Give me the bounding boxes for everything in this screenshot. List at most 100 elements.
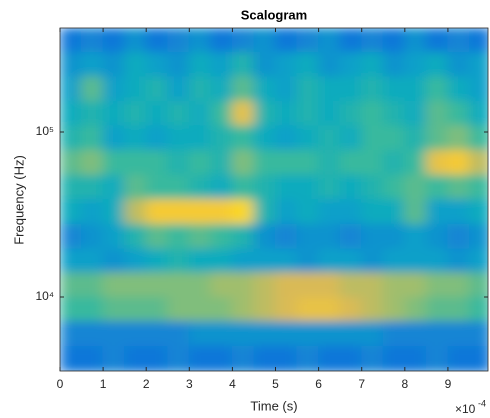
heat-cell [145,125,169,151]
heat-cell [339,272,363,298]
heat-cell [60,272,83,298]
heat-cell [145,76,169,102]
heat-cell [60,76,83,102]
heat-cell [81,272,104,298]
x-tick-label: 4 [229,377,236,391]
heat-cell [296,296,320,323]
heat-cell [382,223,406,250]
heat-cell [231,199,255,225]
heat-cell [167,296,190,323]
heat-cell [468,248,488,274]
heat-cell [145,296,169,323]
heat-cell [81,296,104,323]
heat-cell [167,76,190,102]
heat-cell [425,272,449,298]
heat-cell [102,199,126,225]
heat-cell [231,100,255,127]
heat-cell [361,296,384,323]
heat-cell [188,76,212,102]
heat-cell [275,345,298,371]
heat-cell [361,199,384,225]
heat-cell [81,248,104,274]
heat-cell [339,51,363,78]
heat-cell [404,199,427,225]
heat-cell [382,76,406,102]
heat-cell [468,149,488,176]
heat-cell [145,345,169,371]
heat-cell [425,51,449,78]
heat-cell [468,321,488,347]
heat-cell [124,125,147,151]
heat-cell [468,199,488,225]
heat-cell [296,345,320,371]
heat-cell [404,28,427,53]
heat-cell [188,223,212,250]
heat-cell [447,296,470,323]
heat-cell [60,149,83,176]
heat-cell [404,272,427,298]
heat-cell [468,174,488,201]
heat-cell [404,174,427,201]
x-tick-label: 6 [315,377,322,391]
heat-cell [404,345,427,371]
heat-cell [404,76,427,102]
heat-cell [382,149,406,176]
heat-cell [253,174,277,201]
x-exponent: ×10 [455,402,476,416]
heat-cell [275,223,298,250]
heat-cell [425,125,449,151]
heat-cell [404,125,427,151]
heat-cell [210,100,233,127]
heat-cell [339,345,363,371]
heat-cell [188,51,212,78]
heat-cell [167,223,190,250]
x-tick-label: 9 [445,377,452,391]
heat-cell [60,28,83,53]
heat-cell [145,272,169,298]
heat-cell [167,248,190,274]
heat-cell [210,199,233,225]
heat-cell [339,321,363,347]
heat-cell [296,100,320,127]
heat-cell [167,174,190,201]
heat-cell [447,321,470,347]
heat-cell [188,199,212,225]
heat-cell [361,248,384,274]
heat-cell [318,174,341,201]
heat-cell [361,321,384,347]
heat-cell [318,76,341,102]
heat-cell [318,51,341,78]
heat-cell [425,76,449,102]
heat-cell [468,100,488,127]
heat-cell [447,272,470,298]
heat-cell [275,199,298,225]
heat-cell [231,149,255,176]
heat-cell [425,296,449,323]
heat-cell [425,28,449,53]
heat-cell [167,345,190,371]
heat-cell [404,100,427,127]
heat-cell [124,321,147,347]
heat-cell [468,296,488,323]
heat-cell [296,51,320,78]
heat-cell [425,321,449,347]
heat-cell [167,51,190,78]
heat-cell [253,100,277,127]
heat-cell [404,321,427,347]
heat-cell [81,28,104,53]
heat-cell [318,28,341,53]
heat-cell [124,28,147,53]
heat-cell [425,345,449,371]
x-tick-label: 7 [358,377,365,391]
heat-cell [81,76,104,102]
heat-cell [404,149,427,176]
heat-cell [425,199,449,225]
heat-cell [145,51,169,78]
heat-cell [318,248,341,274]
heat-cell [275,125,298,151]
heat-cell [253,149,277,176]
heat-cell [124,223,147,250]
heat-cell [447,199,470,225]
heat-cell [339,76,363,102]
